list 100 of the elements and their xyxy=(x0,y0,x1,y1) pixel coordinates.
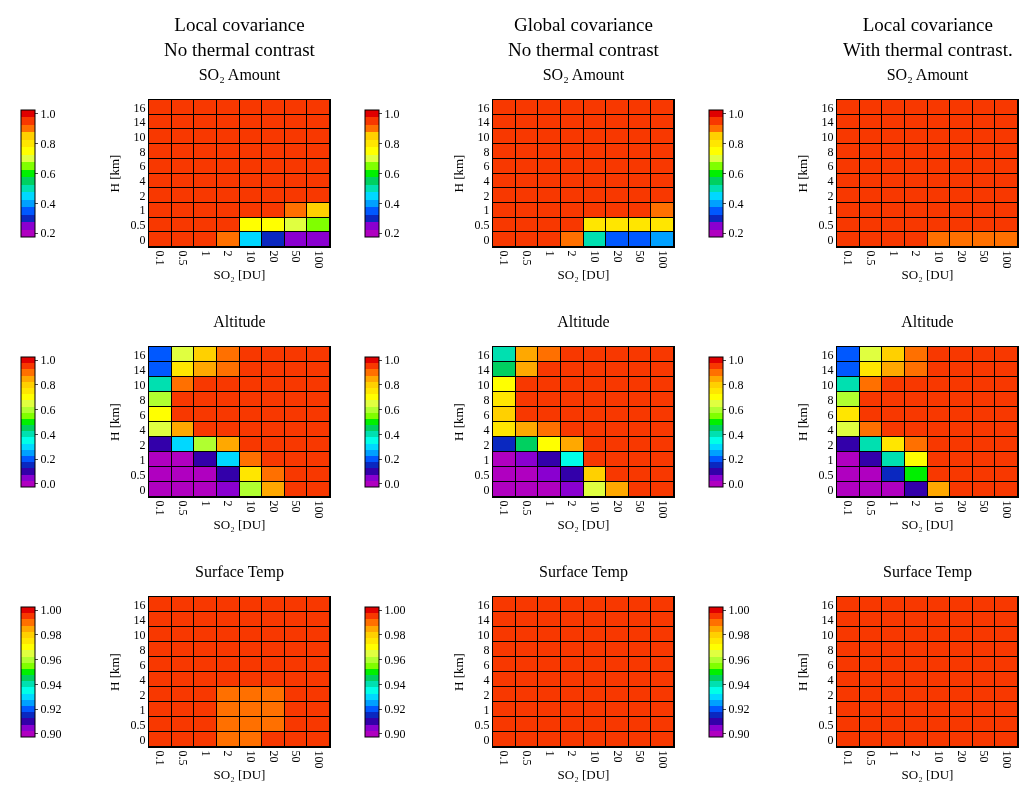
y-tick-label: 1 xyxy=(139,203,146,218)
y-axis-title: H [km] xyxy=(794,154,810,193)
x-tick-label: 100 xyxy=(655,500,670,519)
y-tick-label: 14 xyxy=(821,362,834,377)
x-tick-label: 100 xyxy=(999,750,1014,769)
y-tick-label: 0 xyxy=(483,482,490,497)
y-tick-label: 1 xyxy=(827,702,834,717)
x-tick-label: 0.1 xyxy=(497,250,512,266)
y-tick-label: 4 xyxy=(483,174,490,189)
y-tick-label: 2 xyxy=(827,687,834,702)
y-tick-label: 0.5 xyxy=(818,467,834,482)
x-tick-label: 1 xyxy=(198,750,213,757)
x-tick-label: 2 xyxy=(221,750,236,757)
color-bar-label: 1.0 xyxy=(384,353,400,368)
color-bar-label: 0.6 xyxy=(384,166,400,181)
x-tick-label: 0.5 xyxy=(176,250,191,266)
x-tick-label: 10 xyxy=(243,750,258,763)
y-tick-label: 0.5 xyxy=(474,717,490,732)
y-tick-label: 2 xyxy=(483,188,490,203)
y-tick-label: 4 xyxy=(483,672,490,687)
color-bar-label: 1.00 xyxy=(384,603,406,618)
color-bar-label: 1.0 xyxy=(40,106,56,121)
y-tick-label: 16 xyxy=(133,597,146,612)
x-tick-label: 100 xyxy=(655,250,670,269)
color-bar-label: 0.6 xyxy=(728,402,744,417)
color-bar-label: 0.96 xyxy=(728,652,750,667)
color-bar-label: 0.4 xyxy=(728,427,744,442)
y-tick-label: 0 xyxy=(483,232,490,247)
chart-title: SO₂ Amount xyxy=(542,66,625,83)
x-tick-label: 100 xyxy=(311,500,326,519)
y-axis-title: H [km] xyxy=(106,653,122,691)
y-tick-label: 6 xyxy=(827,159,834,174)
x-tick-label: 20 xyxy=(610,750,625,763)
x-tick-label: 10 xyxy=(243,250,258,263)
color-bar-label: 0.8 xyxy=(40,136,56,151)
x-tick-label: 1 xyxy=(542,750,557,757)
y-tick-label: 10 xyxy=(477,627,490,642)
color-bar-label: 0.0 xyxy=(728,477,744,492)
color-bar-label: 0.8 xyxy=(384,378,400,393)
y-tick-label: 8 xyxy=(827,392,834,407)
x-axis-title: SO₂ [DU] xyxy=(901,767,954,782)
x-tick-label: 20 xyxy=(610,500,625,513)
y-tick-label: 0 xyxy=(139,232,146,247)
color-bar-label: 0.4 xyxy=(40,427,56,442)
y-tick-label: 16 xyxy=(133,100,146,115)
y-tick-label: 4 xyxy=(139,422,146,437)
y-tick-label: 14 xyxy=(133,362,146,377)
y-tick-label: 0.5 xyxy=(474,218,490,233)
y-tick-label: 8 xyxy=(827,144,834,159)
x-tick-label: 20 xyxy=(954,750,969,763)
y-tick-label: 8 xyxy=(139,144,146,159)
y-tick-label: 0.5 xyxy=(818,218,834,233)
y-axis-title: H [km] xyxy=(794,653,810,691)
x-tick-label: 2 xyxy=(565,750,580,757)
x-tick-label: 100 xyxy=(999,250,1014,269)
y-tick-label: 10 xyxy=(821,129,834,144)
x-tick-label: 20 xyxy=(266,500,281,513)
y-tick-label: 14 xyxy=(477,362,490,377)
x-tick-label: 1 xyxy=(542,500,557,507)
color-bar-label: 0.90 xyxy=(384,727,406,742)
y-tick-label: 4 xyxy=(827,174,834,189)
x-tick-label: 2 xyxy=(565,250,580,257)
color-bar-label: 0.4 xyxy=(40,196,56,211)
y-tick-label: 16 xyxy=(821,597,834,612)
y-tick-label: 0.5 xyxy=(818,717,834,732)
y-tick-label: 14 xyxy=(821,115,834,130)
x-tick-label: 20 xyxy=(266,750,281,763)
x-axis-title: SO₂ [DU] xyxy=(213,517,266,532)
x-tick-label: 50 xyxy=(633,250,648,263)
x-tick-label: 50 xyxy=(977,750,992,763)
y-tick-label: 2 xyxy=(827,437,834,452)
chart-title: SO₂ Amount xyxy=(886,66,969,83)
x-tick-label: 50 xyxy=(289,250,304,263)
y-tick-label: 8 xyxy=(483,642,490,657)
color-bar-label: 1.00 xyxy=(40,603,62,618)
y-tick-label: 4 xyxy=(827,422,834,437)
chart-title: Altitude xyxy=(557,313,610,330)
x-tick-label: 10 xyxy=(931,250,946,263)
color-bar-label: 1.0 xyxy=(728,106,744,121)
y-tick-label: 1 xyxy=(827,452,834,467)
x-tick-label: 2 xyxy=(909,250,924,257)
color-bar-label: 0.92 xyxy=(728,702,750,717)
y-tick-label: 0 xyxy=(139,732,146,747)
y-tick-label: 0 xyxy=(827,482,834,497)
chart-title: Surface Temp xyxy=(195,563,284,581)
y-axis-title: H [km] xyxy=(106,403,122,441)
x-tick-label: 20 xyxy=(266,250,281,263)
y-tick-label: 14 xyxy=(133,612,146,627)
text: Local covariance With thermal contrast. xyxy=(843,14,1013,60)
chart-title: Altitude xyxy=(901,313,954,330)
y-tick-label: 2 xyxy=(139,188,146,203)
y-tick-label: 1 xyxy=(483,203,490,218)
y-tick-label: 1 xyxy=(139,702,146,717)
y-tick-label: 6 xyxy=(827,407,834,422)
color-bar-label: 0.6 xyxy=(384,402,400,417)
color-bar-label: 0.2 xyxy=(40,452,56,467)
y-tick-label: 16 xyxy=(477,347,490,362)
y-tick-label: 16 xyxy=(821,347,834,362)
color-bar-label: 0.94 xyxy=(728,677,750,692)
chart-title: Altitude xyxy=(213,313,266,330)
